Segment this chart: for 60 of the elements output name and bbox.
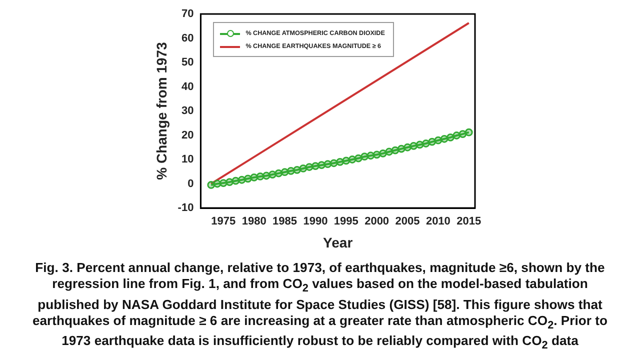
- y-tick-label: -10: [178, 202, 194, 214]
- x-tick-label: 1980: [242, 216, 266, 228]
- y-tick-label: 20: [181, 129, 194, 142]
- point: [336, 158, 344, 166]
- y-tick-label: 60: [181, 32, 194, 44]
- y-tick-label: 10: [181, 154, 194, 166]
- point: [360, 152, 368, 161]
- point: [348, 156, 356, 164]
- x-tick-label: 2005: [395, 216, 420, 228]
- point: [268, 170, 276, 178]
- point: [354, 154, 362, 162]
- point: [207, 181, 216, 189]
- x-tick-label: 1975: [211, 216, 236, 228]
- y-tick-label: 0: [188, 178, 194, 190]
- point: [464, 128, 473, 136]
- x-tick-label: 1985: [272, 216, 298, 228]
- point: [280, 168, 289, 176]
- point: [434, 136, 442, 144]
- point: [372, 150, 381, 159]
- point: [397, 144, 406, 153]
- point: [262, 172, 270, 180]
- y-tick-label: 30: [181, 105, 194, 118]
- point: [219, 179, 228, 187]
- point: [286, 166, 295, 175]
- point: [299, 164, 308, 172]
- x-tick-label: 1990: [303, 216, 328, 228]
- point: [385, 148, 394, 156]
- point: [452, 132, 461, 140]
- point: [226, 178, 234, 186]
- y-tick-label: 40: [181, 80, 194, 93]
- point: [312, 162, 320, 170]
- point: [458, 130, 467, 138]
- point: [422, 140, 430, 148]
- point: [366, 152, 375, 160]
- point: [428, 138, 436, 146]
- point: [238, 176, 246, 184]
- point: [293, 166, 301, 174]
- y-tick-label: 50: [181, 56, 194, 69]
- point: [256, 172, 264, 180]
- point: [244, 174, 252, 183]
- point: [318, 161, 326, 170]
- x-tick-label: 2010: [426, 216, 450, 228]
- point: [391, 146, 400, 154]
- y-axis-title: % Change from 1973: [153, 42, 170, 180]
- y-tick-label: 70: [181, 8, 194, 20]
- x-tick-label: 2000: [364, 216, 390, 228]
- point: [440, 134, 448, 143]
- point: [324, 160, 332, 168]
- point: [379, 149, 387, 158]
- point: [410, 142, 418, 150]
- point: [404, 143, 412, 152]
- point: [330, 159, 338, 168]
- point: [305, 163, 314, 171]
- x-tick-label: 2015: [456, 216, 482, 228]
- text: Fig. 3. Percent annual change, relative to 1973, of earthquakes, magnitude ≥6, shown by the regression line from Fig. 1, and from CO$_{2}$ values based on the model-based tabulation published by NASA Goddard Institute for Space Studies (GISS) [58]. This figure shows that earthquakes of magnitude ≥ 6 are increasing at a greater rate than atmospheric CO$_{2}$. Prior to 1973 earthquake data is insufficiently robust to be reliably compared with CO$_{2}$ data: [32, 260, 608, 352]
- point: [342, 156, 350, 165]
- x-tick-label: 1995: [334, 216, 358, 228]
- point: [446, 133, 454, 142]
- point: [250, 173, 258, 182]
- x-axis-title: Year: [323, 234, 354, 250]
